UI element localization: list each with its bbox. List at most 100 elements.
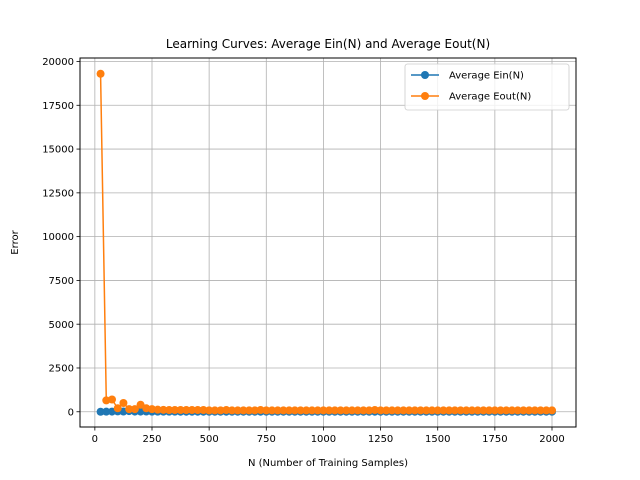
y-tick-label: 15000: [42, 145, 74, 156]
data-point: [508, 406, 516, 415]
data-point: [502, 406, 511, 415]
data-point: [228, 406, 236, 415]
data-point: [519, 406, 528, 415]
data-point: [513, 406, 522, 415]
x-axis-title: N (Number of Training Samples): [248, 458, 408, 469]
data-point: [313, 406, 322, 415]
data-point: [222, 406, 231, 415]
data-point: [233, 406, 242, 415]
data-point: [342, 406, 351, 415]
data-point: [308, 406, 316, 415]
data-point: [530, 406, 539, 415]
data-point: [319, 406, 328, 415]
x-tick-label: 1750: [482, 434, 507, 445]
series: [96, 69, 556, 416]
y-tick-label: 17500: [42, 101, 74, 112]
y-tick-label: 12500: [42, 188, 74, 199]
x-tick-label: 1000: [311, 434, 336, 445]
legend: Average Ein(N) Average Eout(N): [404, 63, 570, 111]
data-point: [193, 406, 202, 415]
data-point: [485, 406, 494, 415]
data-point: [290, 406, 299, 415]
data-point: [159, 405, 168, 414]
data-point: [130, 405, 139, 414]
chart-title: Learning Curves: Average Ein(N) and Aver…: [166, 37, 490, 51]
y-tick-label: 0: [68, 407, 74, 418]
data-point: [450, 406, 459, 415]
data-point: [268, 406, 276, 415]
data-point: [388, 406, 396, 415]
data-point: [348, 406, 356, 415]
data-point: [456, 406, 465, 415]
data-point: [176, 406, 185, 415]
data-point: [525, 406, 534, 415]
data-point: [473, 406, 482, 415]
data-point: [428, 406, 436, 415]
data-point: [245, 406, 254, 415]
data-point: [490, 406, 499, 415]
data-point: [102, 407, 111, 416]
data-point: [302, 406, 311, 415]
data-point: [136, 400, 145, 409]
data-point: [468, 406, 476, 415]
data-point: [376, 406, 385, 415]
y-axis-title: Error: [10, 229, 21, 254]
data-point: [405, 406, 414, 415]
data-point: [399, 406, 408, 415]
data-point: [170, 406, 179, 415]
data-point: [188, 406, 196, 415]
data-point: [422, 406, 431, 415]
x-tick-label: 500: [200, 434, 219, 445]
data-point: [96, 407, 105, 416]
x-tick-label: 1250: [368, 434, 393, 445]
data-point: [462, 406, 471, 415]
y-tick-label: 20000: [42, 57, 74, 68]
y-tick-label: 2500: [49, 364, 74, 375]
data-point: [548, 406, 556, 415]
x-tick-label: 750: [257, 434, 276, 445]
data-point: [325, 406, 334, 415]
data-point: [370, 406, 379, 415]
data-point: [239, 406, 248, 415]
x-tick-label: 2000: [539, 434, 564, 445]
data-point: [285, 406, 294, 415]
data-point: [165, 406, 174, 415]
data-point: [199, 406, 208, 415]
data-point: [536, 406, 545, 415]
legend-marker: [421, 71, 429, 79]
x-tick-label: 1500: [425, 434, 450, 445]
data-point: [330, 406, 339, 415]
legend-label: Average Eout(N): [449, 92, 531, 103]
data-point: [433, 406, 442, 415]
data-point: [153, 405, 162, 414]
data-point: [125, 405, 134, 414]
data-point: [365, 406, 374, 415]
data-point: [96, 69, 105, 78]
data-point: [496, 406, 505, 415]
data-point: [210, 406, 219, 415]
legend-box: [404, 63, 570, 111]
data-point: [382, 406, 391, 415]
x-tick-label: 0: [92, 434, 98, 445]
data-point: [205, 406, 214, 415]
x-tick-label: 250: [142, 434, 161, 445]
data-point: [279, 406, 288, 415]
data-point: [113, 404, 122, 413]
data-point: [262, 406, 271, 415]
y-tick-label: 7500: [49, 276, 74, 287]
data-point: [182, 406, 191, 415]
y-tick-label: 5000: [49, 320, 74, 331]
data-point: [273, 406, 282, 415]
data-point: [439, 406, 448, 415]
data-point: [119, 399, 128, 408]
data-point: [108, 395, 116, 404]
legend-marker: [421, 92, 429, 100]
data-point: [216, 406, 225, 415]
data-point: [445, 406, 454, 415]
data-point: [542, 406, 551, 415]
data-point: [416, 406, 425, 415]
plot-area-frame: [79, 57, 577, 428]
data-point: [410, 406, 419, 415]
data-point: [479, 406, 488, 415]
